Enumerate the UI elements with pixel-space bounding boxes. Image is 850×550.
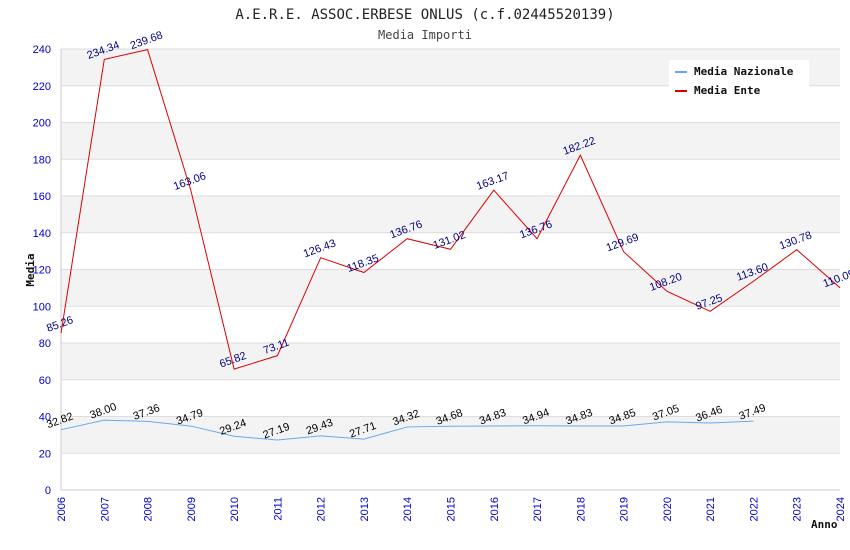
x-axis-label: Anno (811, 518, 838, 531)
x-tick-label: 2007 (99, 497, 111, 521)
y-tick-label: 140 (33, 228, 51, 240)
x-tick-label: 2010 (229, 497, 241, 521)
x-tick-label: 2011 (272, 497, 284, 521)
data-label: 126.43 (302, 237, 338, 260)
x-tick-label: 2015 (446, 497, 458, 521)
y-tick-label: 180 (33, 154, 51, 166)
data-label: 85.26 (45, 314, 75, 335)
y-tick-label: 0 (45, 485, 51, 497)
y-tick-label: 20 (39, 448, 51, 460)
x-tick-label: 2020 (662, 497, 674, 521)
legend-box (669, 60, 809, 100)
x-tick-label: 2008 (143, 497, 155, 521)
series-line (60, 48, 841, 370)
x-tick-label: 2012 (316, 497, 328, 521)
x-tick-label: 2014 (402, 497, 414, 521)
x-tick-label: 2023 (792, 497, 804, 521)
legend-entry: Media Ente (694, 84, 761, 97)
y-tick-label: 220 (33, 81, 51, 93)
x-tick-label: 2018 (575, 497, 587, 521)
chart-title: A.E.R.E. ASSOC.ERBESE ONLUS (c.f.0244552… (235, 7, 614, 23)
grid-band (61, 196, 840, 233)
y-tick-label: 160 (33, 191, 51, 203)
y-tick-label: 240 (33, 44, 51, 56)
y-axis-label: Media (24, 253, 37, 286)
x-tick-label: 2016 (489, 497, 501, 521)
x-tick-label: 2006 (56, 497, 68, 521)
y-tick-label: 40 (39, 412, 51, 424)
x-tick-label: 2017 (532, 497, 544, 521)
x-tick-label: 2013 (359, 497, 371, 521)
plot-area: 0 20 40 60 80 100 120 140 160 180 200 220 240 2006 200… (33, 29, 850, 521)
legend: Media Nazionale Media Ente (669, 60, 809, 100)
grid-band (61, 122, 840, 160)
x-tick-label: 2019 (619, 497, 631, 521)
x-tick-label: 2022 (748, 497, 760, 521)
x-tick-label: 2024 (835, 497, 847, 521)
grid-band (61, 269, 840, 307)
data-label: 163.06 (172, 170, 208, 193)
x-tick-label: 2021 (705, 497, 717, 521)
series-line (60, 419, 754, 441)
y-tick-label: 200 (33, 118, 51, 130)
y-tick-label: 100 (33, 301, 51, 313)
x-tick-label: 2009 (186, 497, 198, 521)
grid-band (61, 343, 840, 380)
data-label: 129.69 (605, 231, 641, 254)
y-tick-label: 60 (39, 375, 51, 387)
y-tick-label: 120 (33, 265, 51, 277)
chart-subtitle: Media Importi (378, 28, 472, 42)
y-tick-label: 80 (39, 338, 51, 350)
data-label: 163.17 (475, 170, 511, 193)
legend-entry: Media Nazionale (694, 65, 794, 78)
